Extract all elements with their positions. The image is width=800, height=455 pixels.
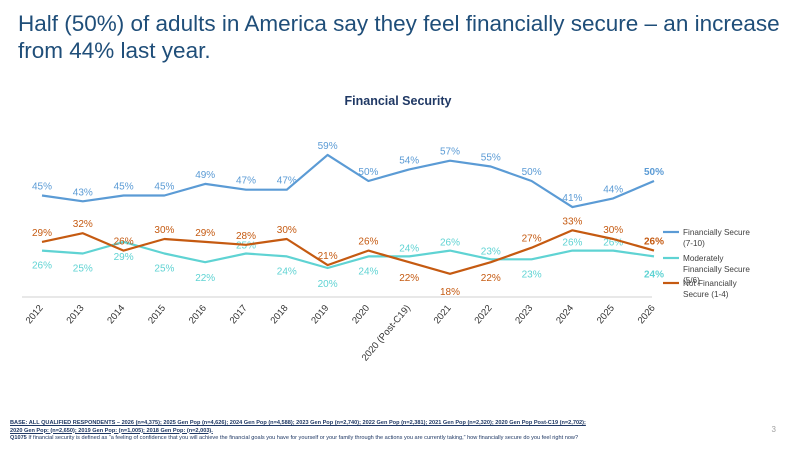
data-label: 26%	[644, 237, 664, 248]
data-label: 22%	[195, 273, 215, 284]
data-label: 49%	[195, 170, 215, 181]
data-label: 20%	[318, 279, 338, 290]
question-note: Q1075 If financial security is defined a…	[10, 435, 770, 443]
series-line-2	[41, 240, 655, 270]
data-label: 32%	[73, 219, 93, 230]
data-label: 25%	[154, 264, 174, 275]
question-text: If financial security is defined as “a f…	[26, 435, 579, 442]
data-label: 26%	[562, 238, 582, 249]
chart-title: Financial Security	[345, 94, 452, 108]
x-tick-label: 2016	[187, 303, 209, 326]
data-label: 47%	[277, 176, 297, 187]
data-label: 24%	[358, 266, 378, 277]
x-tick-label: 2017	[228, 303, 250, 326]
data-label: 26%	[114, 237, 134, 248]
legend-label-line: Moderately	[683, 254, 724, 263]
x-tick-label: 2014	[105, 303, 127, 326]
data-label: 24%	[399, 243, 419, 254]
legend-label-line: Financially Secure	[683, 265, 750, 274]
question-id: Q1075	[10, 435, 27, 442]
data-label: 26%	[603, 238, 623, 249]
data-label: 27%	[522, 234, 542, 245]
legend-label: Moderately Financially Secure (5/6)	[683, 254, 750, 285]
data-label: 57%	[440, 147, 460, 158]
data-label: 59%	[318, 141, 338, 152]
x-tick-label: 2025	[595, 303, 617, 326]
data-label: 54%	[399, 155, 419, 166]
data-label: 29%	[195, 228, 215, 239]
data-label: 24%	[644, 269, 664, 280]
data-label: 29%	[114, 252, 134, 263]
series-line-3	[41, 229, 655, 275]
legend-label: Not Financially Secure (1-4)	[683, 279, 738, 299]
data-label: 21%	[318, 251, 338, 262]
data-label: 50%	[358, 167, 378, 178]
data-label: 29%	[32, 228, 52, 239]
legend-label: Financially Secure (7-10)	[683, 228, 750, 248]
data-label: 22%	[399, 273, 419, 284]
legend-label-line: Secure (1-4)	[683, 290, 729, 299]
data-label: 26%	[440, 238, 460, 249]
data-label: 33%	[562, 216, 582, 227]
footer-notes: BASE: ALL QUALIFIED RESPONDENTS – 2026 (…	[10, 420, 770, 443]
headline: Half (50%) of adults in America say they…	[18, 11, 780, 63]
data-label: 30%	[277, 225, 297, 236]
data-label: 18%	[440, 287, 460, 298]
x-tick-label: 2026	[636, 303, 658, 326]
base-note-line-1: BASE: ALL QUALIFIED RESPONDENTS – 2026 (…	[10, 420, 586, 426]
data-label: 47%	[236, 176, 256, 187]
data-label: 50%	[644, 167, 664, 178]
data-label: 41%	[562, 193, 582, 204]
data-label: 23%	[481, 246, 501, 257]
legend-label-line: Financially Secure	[683, 228, 750, 237]
data-label: 45%	[114, 182, 134, 193]
legend-label-line: (5/6)	[683, 276, 700, 285]
x-tick-label: 2018	[269, 303, 291, 326]
x-tick-label: 2022	[473, 303, 495, 326]
data-label: 25%	[236, 241, 256, 252]
x-tick-label: 2012	[24, 303, 46, 326]
page-number: 3	[771, 425, 776, 434]
data-label: 24%	[277, 266, 297, 277]
data-label: 45%	[32, 182, 52, 193]
data-label: 30%	[603, 225, 623, 236]
data-label: 25%	[73, 264, 93, 275]
x-tick-label: 2013	[65, 303, 87, 326]
x-tick-label: 2019	[309, 303, 331, 326]
series-line-1	[41, 153, 655, 209]
x-tick-label: 2024	[554, 303, 576, 326]
data-label: 26%	[32, 261, 52, 272]
base-note-line-2: 2020 Gen Pop: (n=2,650); 2019 Gen Pop: (…	[10, 427, 213, 434]
x-tick-label: 2020	[350, 303, 372, 326]
x-tick-label: 2015	[146, 303, 168, 326]
x-tick-label: 2021	[432, 303, 454, 326]
data-label: 22%	[481, 273, 501, 284]
data-label: 45%	[154, 182, 174, 193]
data-label: 26%	[358, 237, 378, 248]
data-label: 50%	[522, 167, 542, 178]
legend-label-line: Not Financially	[683, 279, 738, 288]
data-label: 30%	[154, 225, 174, 236]
data-label: 28%	[236, 231, 256, 242]
data-label: 44%	[603, 184, 623, 195]
data-label: 23%	[522, 269, 542, 280]
data-label: 55%	[481, 153, 501, 164]
x-tick-label: 2023	[513, 303, 535, 326]
legend-label-line: (7-10)	[683, 239, 705, 248]
data-label: 43%	[73, 187, 93, 198]
